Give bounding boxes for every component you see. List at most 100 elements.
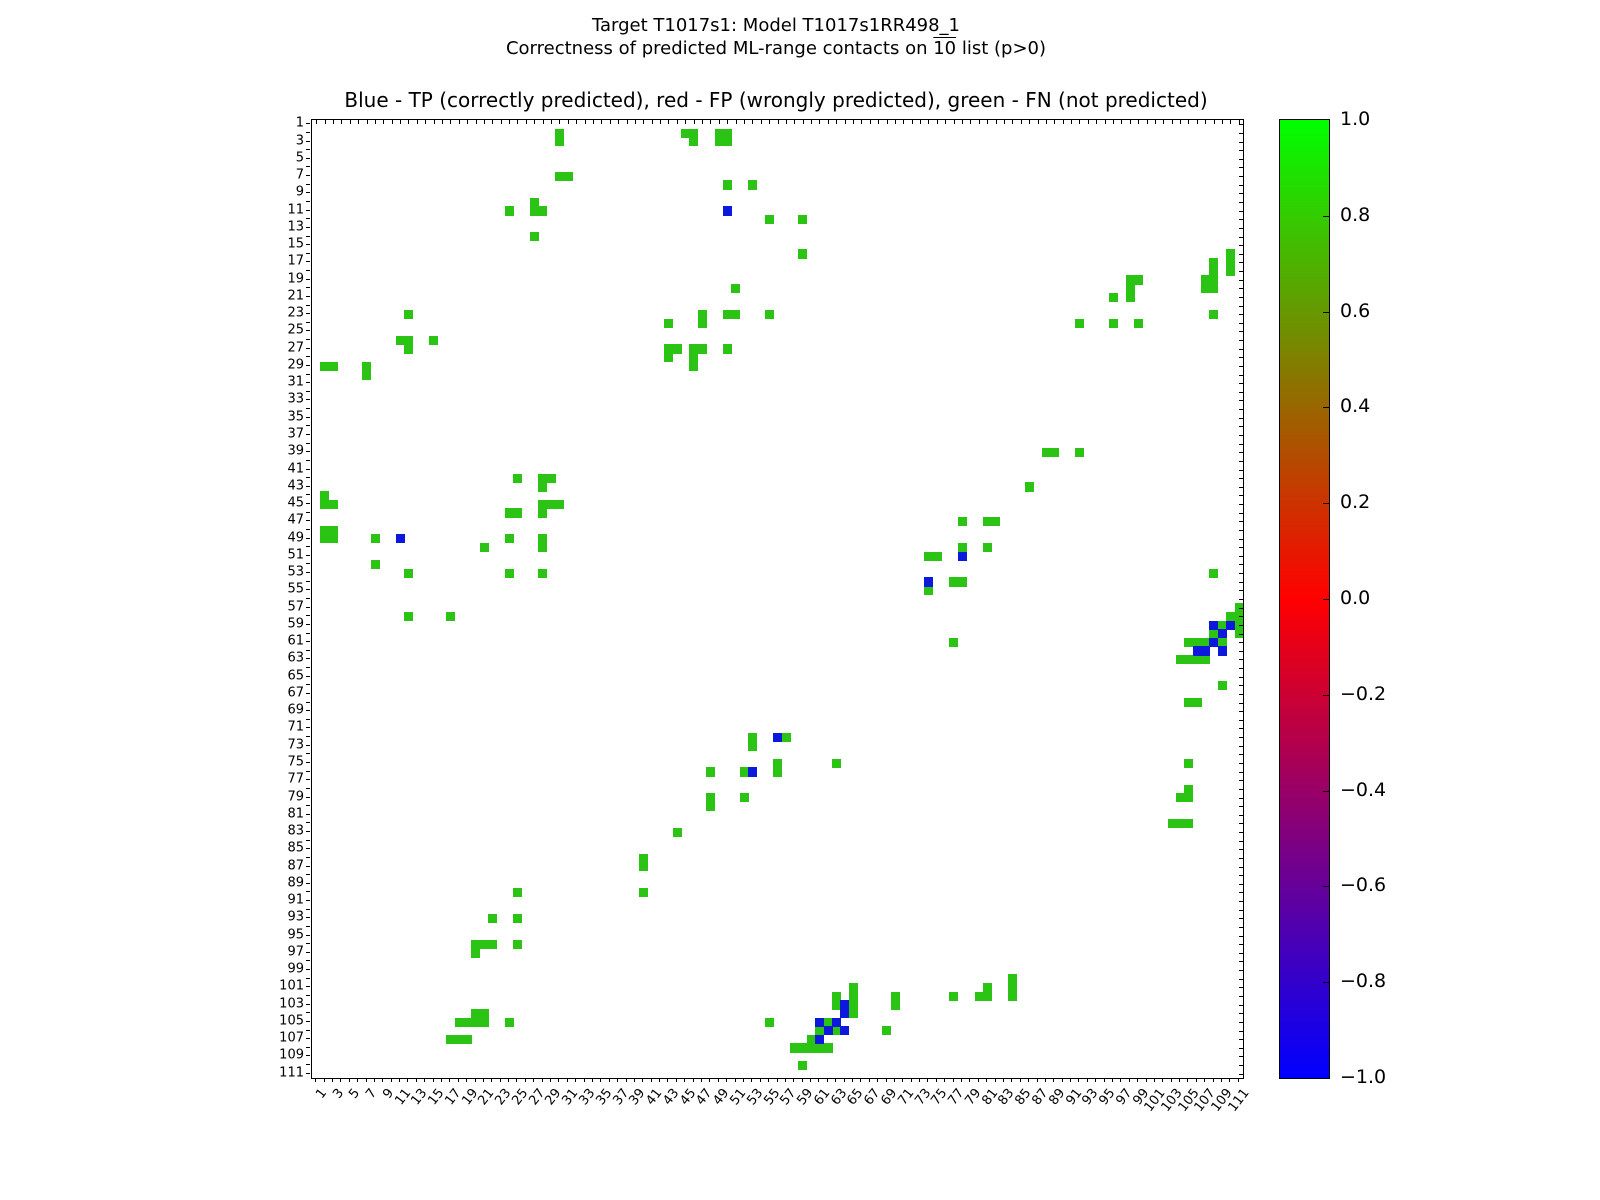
fn-cell [689,128,699,138]
y-tick [306,252,310,254]
x-tick [1121,120,1123,124]
y-tick [306,934,310,936]
x-tick [717,1078,719,1082]
tp-cell [395,534,405,544]
fn-cell [538,482,548,492]
y-tick [1239,1004,1243,1006]
y-tick [1239,417,1243,419]
x-tick [886,120,888,124]
y-tick [1239,633,1243,635]
y-tick [1239,590,1243,592]
fn-cell [731,309,741,320]
y-tick [306,192,310,194]
fn-cell [546,473,556,484]
tp-cell [1192,646,1202,656]
x-tick [702,120,703,124]
x-tick [1037,120,1039,124]
colorbar-tick-label: −0.6 [1340,874,1387,897]
fn-cell [1201,655,1211,665]
x-tick [1162,1078,1164,1082]
fn-cell [1008,991,1018,1001]
y-tick [306,123,310,125]
x-tick [734,1078,736,1082]
x-tick [534,120,536,124]
fn-cell [706,767,716,777]
fn-cell [949,577,959,587]
x-tick [1028,1078,1030,1082]
y-tick [306,218,310,220]
y-tick [306,321,310,323]
x-tick [483,120,485,124]
y-tick [306,770,310,772]
colorbar-tick-label: −1.0 [1340,1066,1387,1088]
x-tick [970,120,972,124]
x-tick [911,120,913,124]
x-tick [759,1078,761,1082]
y-tick [1239,676,1243,678]
y-tick [1239,771,1243,773]
fn-cell [832,1026,841,1036]
x-tick [1188,120,1190,124]
y-tick [306,891,310,893]
fn-cell [471,1017,481,1027]
fn-cell [479,939,489,950]
x-tick [868,1078,870,1082]
y-tick [306,882,310,884]
y-tick [1239,314,1243,316]
fn-cell [1175,655,1185,665]
y-tick [1239,210,1243,212]
y-tick [306,675,310,677]
y-tick [306,813,310,815]
x-tick [482,1078,484,1082]
y-tick [1239,883,1243,885]
x-tick [457,1078,459,1082]
y-tick [306,339,310,341]
fn-cell [806,1043,816,1053]
y-tick [306,485,310,487]
x-tick [400,120,402,124]
fn-cell [924,551,934,561]
x-tick [1237,1078,1239,1082]
fn-cell [949,991,959,1001]
fn-cell [446,611,456,622]
fn-cell [672,344,682,354]
y-tick [306,149,310,151]
x-tick [391,120,393,124]
fn-cell [513,508,523,518]
fn-cell [1226,258,1236,268]
fn-cell [370,534,380,544]
y-tick [1239,685,1243,687]
y-tick [1239,624,1243,626]
fn-cell [1184,793,1194,803]
fn-cell [957,542,967,553]
y-tick [1239,469,1243,471]
x-tick [1011,1078,1013,1082]
x-tick [608,1078,610,1082]
fn-cell [538,206,548,216]
tp-cell [722,206,732,216]
y-tick [1239,797,1243,799]
tp-cell [957,551,967,561]
fn-cell [530,232,540,242]
fn-cell [362,361,372,371]
x-tick [583,1078,585,1082]
y-tick [306,244,310,246]
fn-cell [471,1008,481,1019]
y-tick [1239,573,1243,575]
colorbar-tick [1323,790,1329,792]
y-tick [1239,780,1243,782]
fn-cell [722,344,732,354]
x-tick [575,1078,577,1082]
y-tick [1239,970,1243,972]
colorbar-tick-label: −0.4 [1340,778,1387,801]
fn-cell [454,1034,464,1045]
fn-cell [798,249,808,259]
y-tick [1239,702,1243,704]
x-tick [1195,1078,1197,1082]
fn-cell [689,137,699,147]
x-tick [1111,1078,1113,1082]
fn-cell [1184,758,1194,768]
y-tick [1239,176,1243,178]
y-tick [306,451,310,453]
x-tick [424,1078,426,1082]
